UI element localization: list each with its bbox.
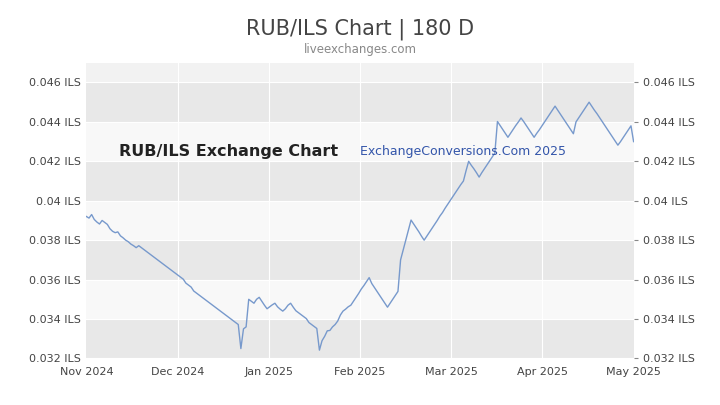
Bar — [86, 161, 634, 201]
Bar — [86, 122, 634, 161]
Bar — [86, 319, 634, 358]
Bar — [86, 83, 634, 122]
Text: RUB/ILS Exchange Chart: RUB/ILS Exchange Chart — [120, 144, 338, 159]
Bar — [86, 279, 634, 319]
Text: RUB/ILS Chart | 180 D: RUB/ILS Chart | 180 D — [246, 18, 474, 40]
Bar — [86, 240, 634, 279]
Bar — [86, 201, 634, 240]
Text: ExchangeConversions.Com 2025: ExchangeConversions.Com 2025 — [360, 145, 566, 158]
Text: liveexchanges.com: liveexchanges.com — [304, 43, 416, 55]
